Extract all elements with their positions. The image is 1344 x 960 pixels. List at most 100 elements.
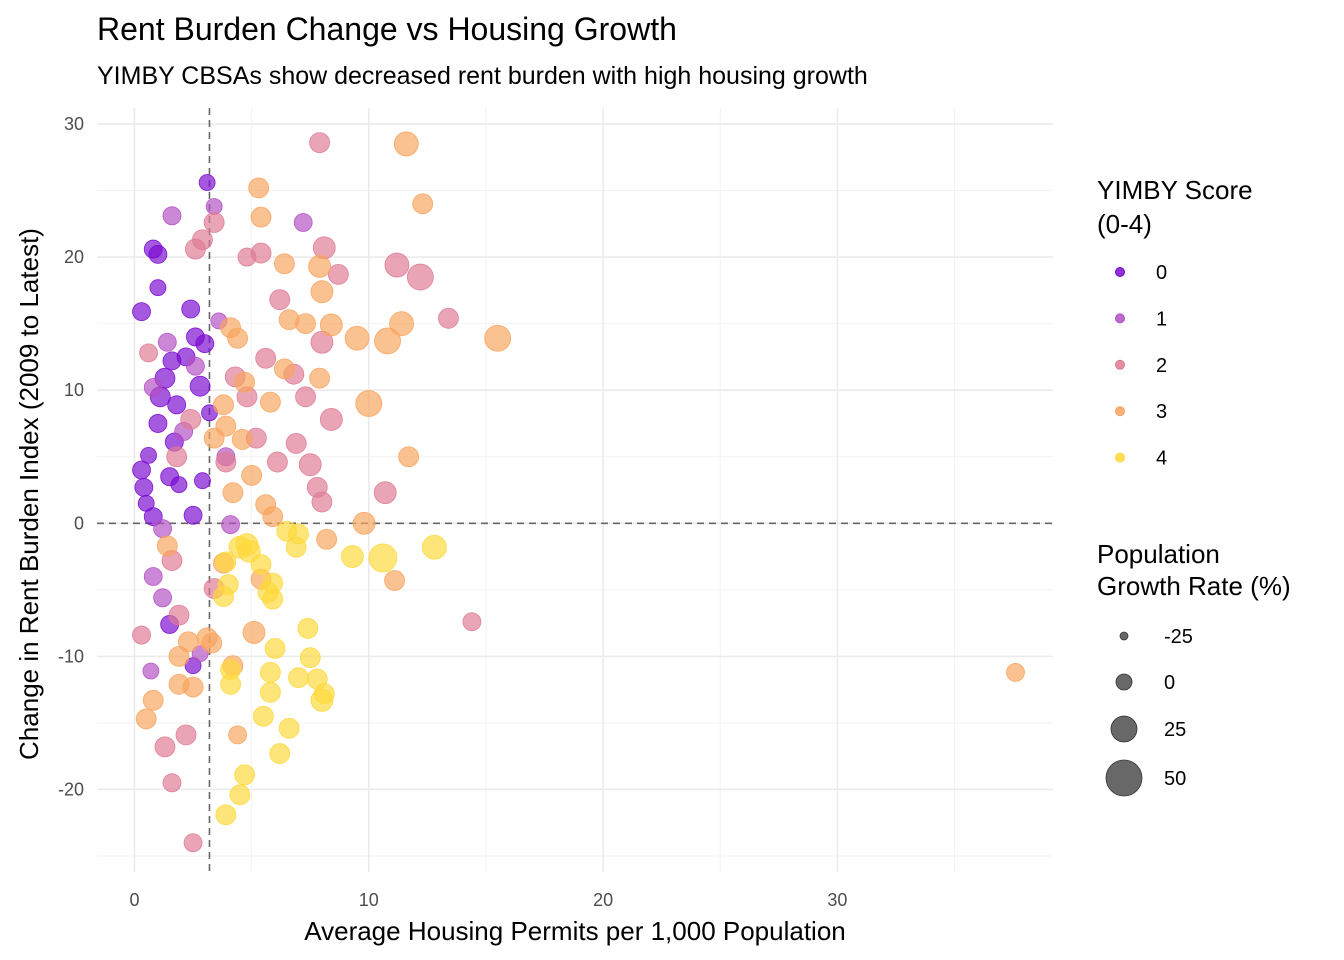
data-point bbox=[143, 567, 163, 586]
data-point bbox=[288, 667, 309, 689]
size-legend-swatch bbox=[1110, 715, 1138, 743]
color-legend-label: 3 bbox=[1156, 401, 1167, 423]
data-point bbox=[384, 252, 410, 278]
data-point bbox=[309, 367, 330, 389]
data-point bbox=[1006, 662, 1025, 682]
data-point bbox=[140, 446, 157, 464]
color-legend-label: 1 bbox=[1156, 308, 1167, 330]
data-point bbox=[406, 263, 434, 291]
data-point bbox=[293, 213, 313, 232]
data-point bbox=[269, 289, 291, 311]
size-legend-title: Population Growth Rate (%) bbox=[1097, 539, 1291, 601]
color-legend-title-line-2: (0-4) bbox=[1097, 209, 1152, 239]
size-legend-title-line-1: Population bbox=[1097, 539, 1220, 569]
size-legend-label: -25 bbox=[1164, 626, 1193, 648]
color-legend-swatch bbox=[1115, 452, 1125, 463]
data-point bbox=[153, 588, 173, 608]
data-point bbox=[183, 833, 203, 853]
color-legend-keys: 0 1 2 3 4 bbox=[1115, 262, 1167, 470]
reference-lines bbox=[97, 108, 1053, 872]
data-point bbox=[389, 311, 415, 337]
data-point bbox=[308, 254, 331, 278]
data-point bbox=[278, 717, 300, 739]
data-point bbox=[252, 705, 274, 727]
data-point bbox=[185, 238, 206, 260]
data-point bbox=[259, 661, 281, 683]
data-point bbox=[196, 627, 218, 649]
data-point bbox=[132, 460, 151, 480]
data-point bbox=[319, 408, 343, 431]
data-point bbox=[213, 586, 234, 607]
data-point bbox=[156, 535, 178, 557]
data-point bbox=[139, 343, 158, 363]
data-point bbox=[316, 528, 338, 550]
data-point bbox=[228, 725, 247, 745]
data-point bbox=[310, 280, 334, 304]
data-point bbox=[393, 131, 419, 157]
data-point bbox=[368, 543, 398, 573]
data-point bbox=[259, 681, 281, 703]
color-legend-swatch bbox=[1115, 313, 1125, 324]
data-point bbox=[262, 588, 284, 610]
x-tick-label: 20 bbox=[593, 890, 613, 910]
data-point bbox=[154, 736, 176, 758]
data-point bbox=[215, 415, 237, 437]
size-legend-label: 50 bbox=[1164, 768, 1186, 790]
y-axis-title: Change in Rent Burden Index (2009 to Lat… bbox=[14, 228, 44, 760]
color-legend-label: 4 bbox=[1156, 448, 1167, 470]
data-point bbox=[168, 645, 190, 667]
x-tick-label: 30 bbox=[827, 890, 847, 910]
data-point bbox=[143, 378, 163, 397]
data-point bbox=[255, 347, 277, 369]
data-point bbox=[181, 299, 201, 319]
tick-labels: 0 10 20 30 -20 -10 0 10 20 30 bbox=[58, 114, 847, 910]
data-point bbox=[149, 279, 167, 297]
data-point bbox=[309, 132, 330, 154]
data-point bbox=[352, 511, 376, 535]
color-legend-label: 0 bbox=[1156, 262, 1167, 284]
y-tick-label: 20 bbox=[64, 247, 84, 267]
data-point bbox=[134, 477, 154, 497]
color-legend-title: YIMBY Score (0-4) bbox=[1097, 175, 1260, 239]
color-legend-title-line-1: YIMBY Score bbox=[1097, 175, 1253, 205]
data-point bbox=[384, 570, 405, 591]
data-point bbox=[198, 174, 216, 191]
data-point bbox=[162, 206, 182, 226]
grid bbox=[97, 108, 1053, 872]
data-point bbox=[231, 429, 253, 450]
data-point bbox=[167, 395, 187, 415]
data-point bbox=[295, 386, 316, 408]
chart-title: Rent Burden Change vs Housing Growth bbox=[97, 11, 677, 47]
size-legend-swatch bbox=[1105, 759, 1143, 797]
data-point bbox=[203, 212, 225, 233]
data-point bbox=[422, 534, 447, 560]
data-point bbox=[227, 327, 248, 349]
data-point bbox=[462, 612, 482, 632]
x-tick-label: 0 bbox=[129, 890, 139, 910]
data-point bbox=[220, 673, 241, 695]
size-legend-title-line-2: Growth Rate (%) bbox=[1097, 571, 1291, 601]
data-point bbox=[170, 476, 188, 494]
data-point bbox=[235, 533, 259, 556]
size-legend-label: 0 bbox=[1164, 672, 1175, 694]
data-points bbox=[132, 131, 1025, 853]
data-point bbox=[299, 647, 321, 669]
data-point bbox=[438, 307, 459, 329]
data-point bbox=[234, 371, 256, 393]
data-point bbox=[180, 409, 202, 430]
data-point bbox=[242, 621, 266, 644]
data-point bbox=[229, 784, 251, 806]
data-point bbox=[142, 662, 160, 680]
color-legend-swatch bbox=[1115, 406, 1125, 417]
data-point bbox=[311, 491, 333, 513]
data-point bbox=[374, 327, 401, 355]
data-point bbox=[412, 193, 434, 215]
data-point bbox=[237, 247, 257, 267]
data-point bbox=[142, 689, 164, 711]
data-point bbox=[148, 414, 168, 433]
data-point bbox=[166, 446, 188, 468]
size-legend-keys: -25 0 25 50 bbox=[1105, 626, 1193, 797]
data-point bbox=[278, 309, 300, 331]
data-point bbox=[132, 302, 151, 322]
data-point bbox=[274, 358, 295, 380]
